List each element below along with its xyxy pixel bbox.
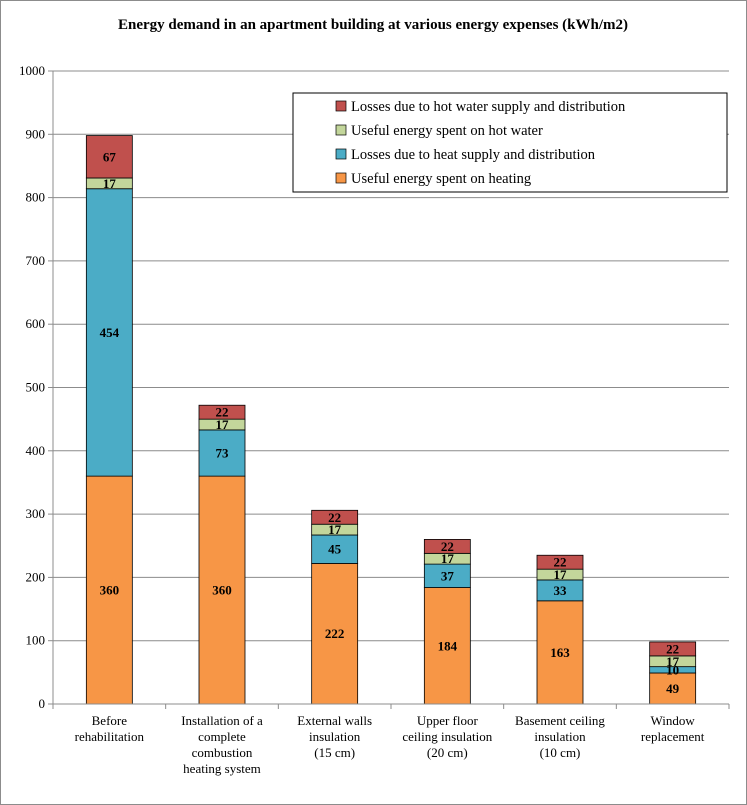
data-label: 33 (554, 583, 568, 598)
x-category-label-line: ceiling insulation (402, 729, 492, 744)
bar-segment (649, 641, 697, 657)
data-label: 360 (100, 583, 120, 598)
bar-segment (198, 429, 246, 477)
x-category-label-line: Window (651, 713, 696, 728)
legend-box (292, 92, 728, 193)
data-label: 22 (441, 539, 454, 554)
data-label: 17 (216, 417, 230, 432)
data-label: 17 (441, 551, 455, 566)
bar-segment (311, 534, 359, 564)
x-category-label-line: (20 cm) (427, 745, 468, 760)
y-tick-label: 100 (26, 633, 46, 648)
x-category-label-line: complete (198, 729, 246, 744)
bars (85, 135, 697, 705)
x-category-label: Window replacement (641, 713, 705, 744)
data-label: 184 (438, 638, 458, 653)
data-label: 17 (103, 176, 117, 191)
x-category-label-line: Upper floor (417, 713, 479, 728)
legend-swatch (335, 124, 347, 136)
x-category-label: External walls insulation (15 cm) (297, 713, 372, 760)
x-category-label-line: replacement (641, 729, 705, 744)
data-label: 22 (554, 555, 567, 570)
data-label: 454 (100, 325, 120, 340)
y-tick-label: 700 (26, 253, 46, 268)
data-label: 45 (328, 542, 342, 557)
y-tick-label: 500 (26, 380, 46, 395)
x-category-label: Before rehabilitation (75, 713, 145, 744)
x-category-label-line: heating system (183, 761, 261, 776)
legend: Losses due to hot water supply and distr… (292, 92, 728, 193)
data-label: 17 (554, 567, 568, 582)
legend-swatch (335, 172, 347, 184)
bar-segment (536, 554, 584, 570)
x-category-label: Basement ceiling insulation (10 cm) (515, 713, 605, 760)
x-category-label-line: insulation (309, 729, 361, 744)
y-tick-label: 800 (26, 190, 46, 205)
data-label: 10 (666, 662, 679, 677)
data-label: 17 (328, 522, 342, 537)
bar-segment (85, 188, 133, 477)
x-category-label-line: Installation of a (181, 713, 263, 728)
bar-segment (423, 539, 471, 554)
data-label: 163 (550, 645, 570, 660)
x-category-label-line: (10 cm) (540, 745, 581, 760)
x-category-label: Upper floor ceiling insulation (20 cm) (402, 713, 492, 760)
legend-swatch (335, 148, 347, 160)
legend-label: Useful energy spent on hot water (351, 123, 543, 139)
y-tick-label: 200 (26, 569, 46, 584)
y-tick-label: 900 (26, 126, 46, 141)
legend-label: Losses due to heat supply and distributi… (351, 147, 596, 163)
data-label: 222 (325, 626, 345, 641)
y-tick-label: 600 (26, 316, 46, 331)
legend-swatch (335, 100, 347, 112)
x-category-label-line: (15 cm) (314, 745, 355, 760)
legend-label: Useful energy spent on heating (351, 171, 531, 187)
bar-segment (198, 404, 246, 420)
x-category-label: Installation of a complete combustion heati… (181, 713, 263, 776)
x-category-label-line: combustion (192, 745, 253, 760)
y-tick-label: 0 (39, 696, 46, 711)
legend-label: Losses due to hot water supply and distr… (351, 99, 626, 115)
data-label: 22 (666, 641, 679, 656)
y-tick-label: 400 (26, 443, 46, 458)
data-label: 17 (666, 654, 680, 669)
bar-segment (85, 135, 133, 179)
bar-segment (649, 672, 697, 705)
data-label: 37 (441, 568, 455, 583)
x-category-label-line: insulation (534, 729, 586, 744)
data-label: 360 (212, 583, 232, 598)
y-tick-label: 300 (26, 506, 46, 521)
data-label: 67 (103, 149, 117, 164)
data-label: 22 (328, 510, 341, 525)
x-category-label-line: Basement ceiling (515, 713, 605, 728)
bar-segment (536, 600, 584, 705)
data-label: 22 (216, 405, 229, 420)
x-category-label-line: Before (92, 713, 128, 728)
data-label: 49 (666, 681, 680, 696)
bar-segment (311, 563, 359, 705)
bar-segment (423, 587, 471, 705)
x-category-label-line: External walls (297, 713, 372, 728)
data-label: 73 (216, 446, 230, 461)
data-labels: 3604541767360731722222451722184371722163… (100, 149, 680, 696)
bar-segment (311, 509, 359, 525)
chart-title: Energy demand in an apartment building a… (118, 17, 628, 33)
y-tick-label: 1000 (19, 63, 45, 78)
x-category-label-line: rehabilitation (75, 729, 145, 744)
